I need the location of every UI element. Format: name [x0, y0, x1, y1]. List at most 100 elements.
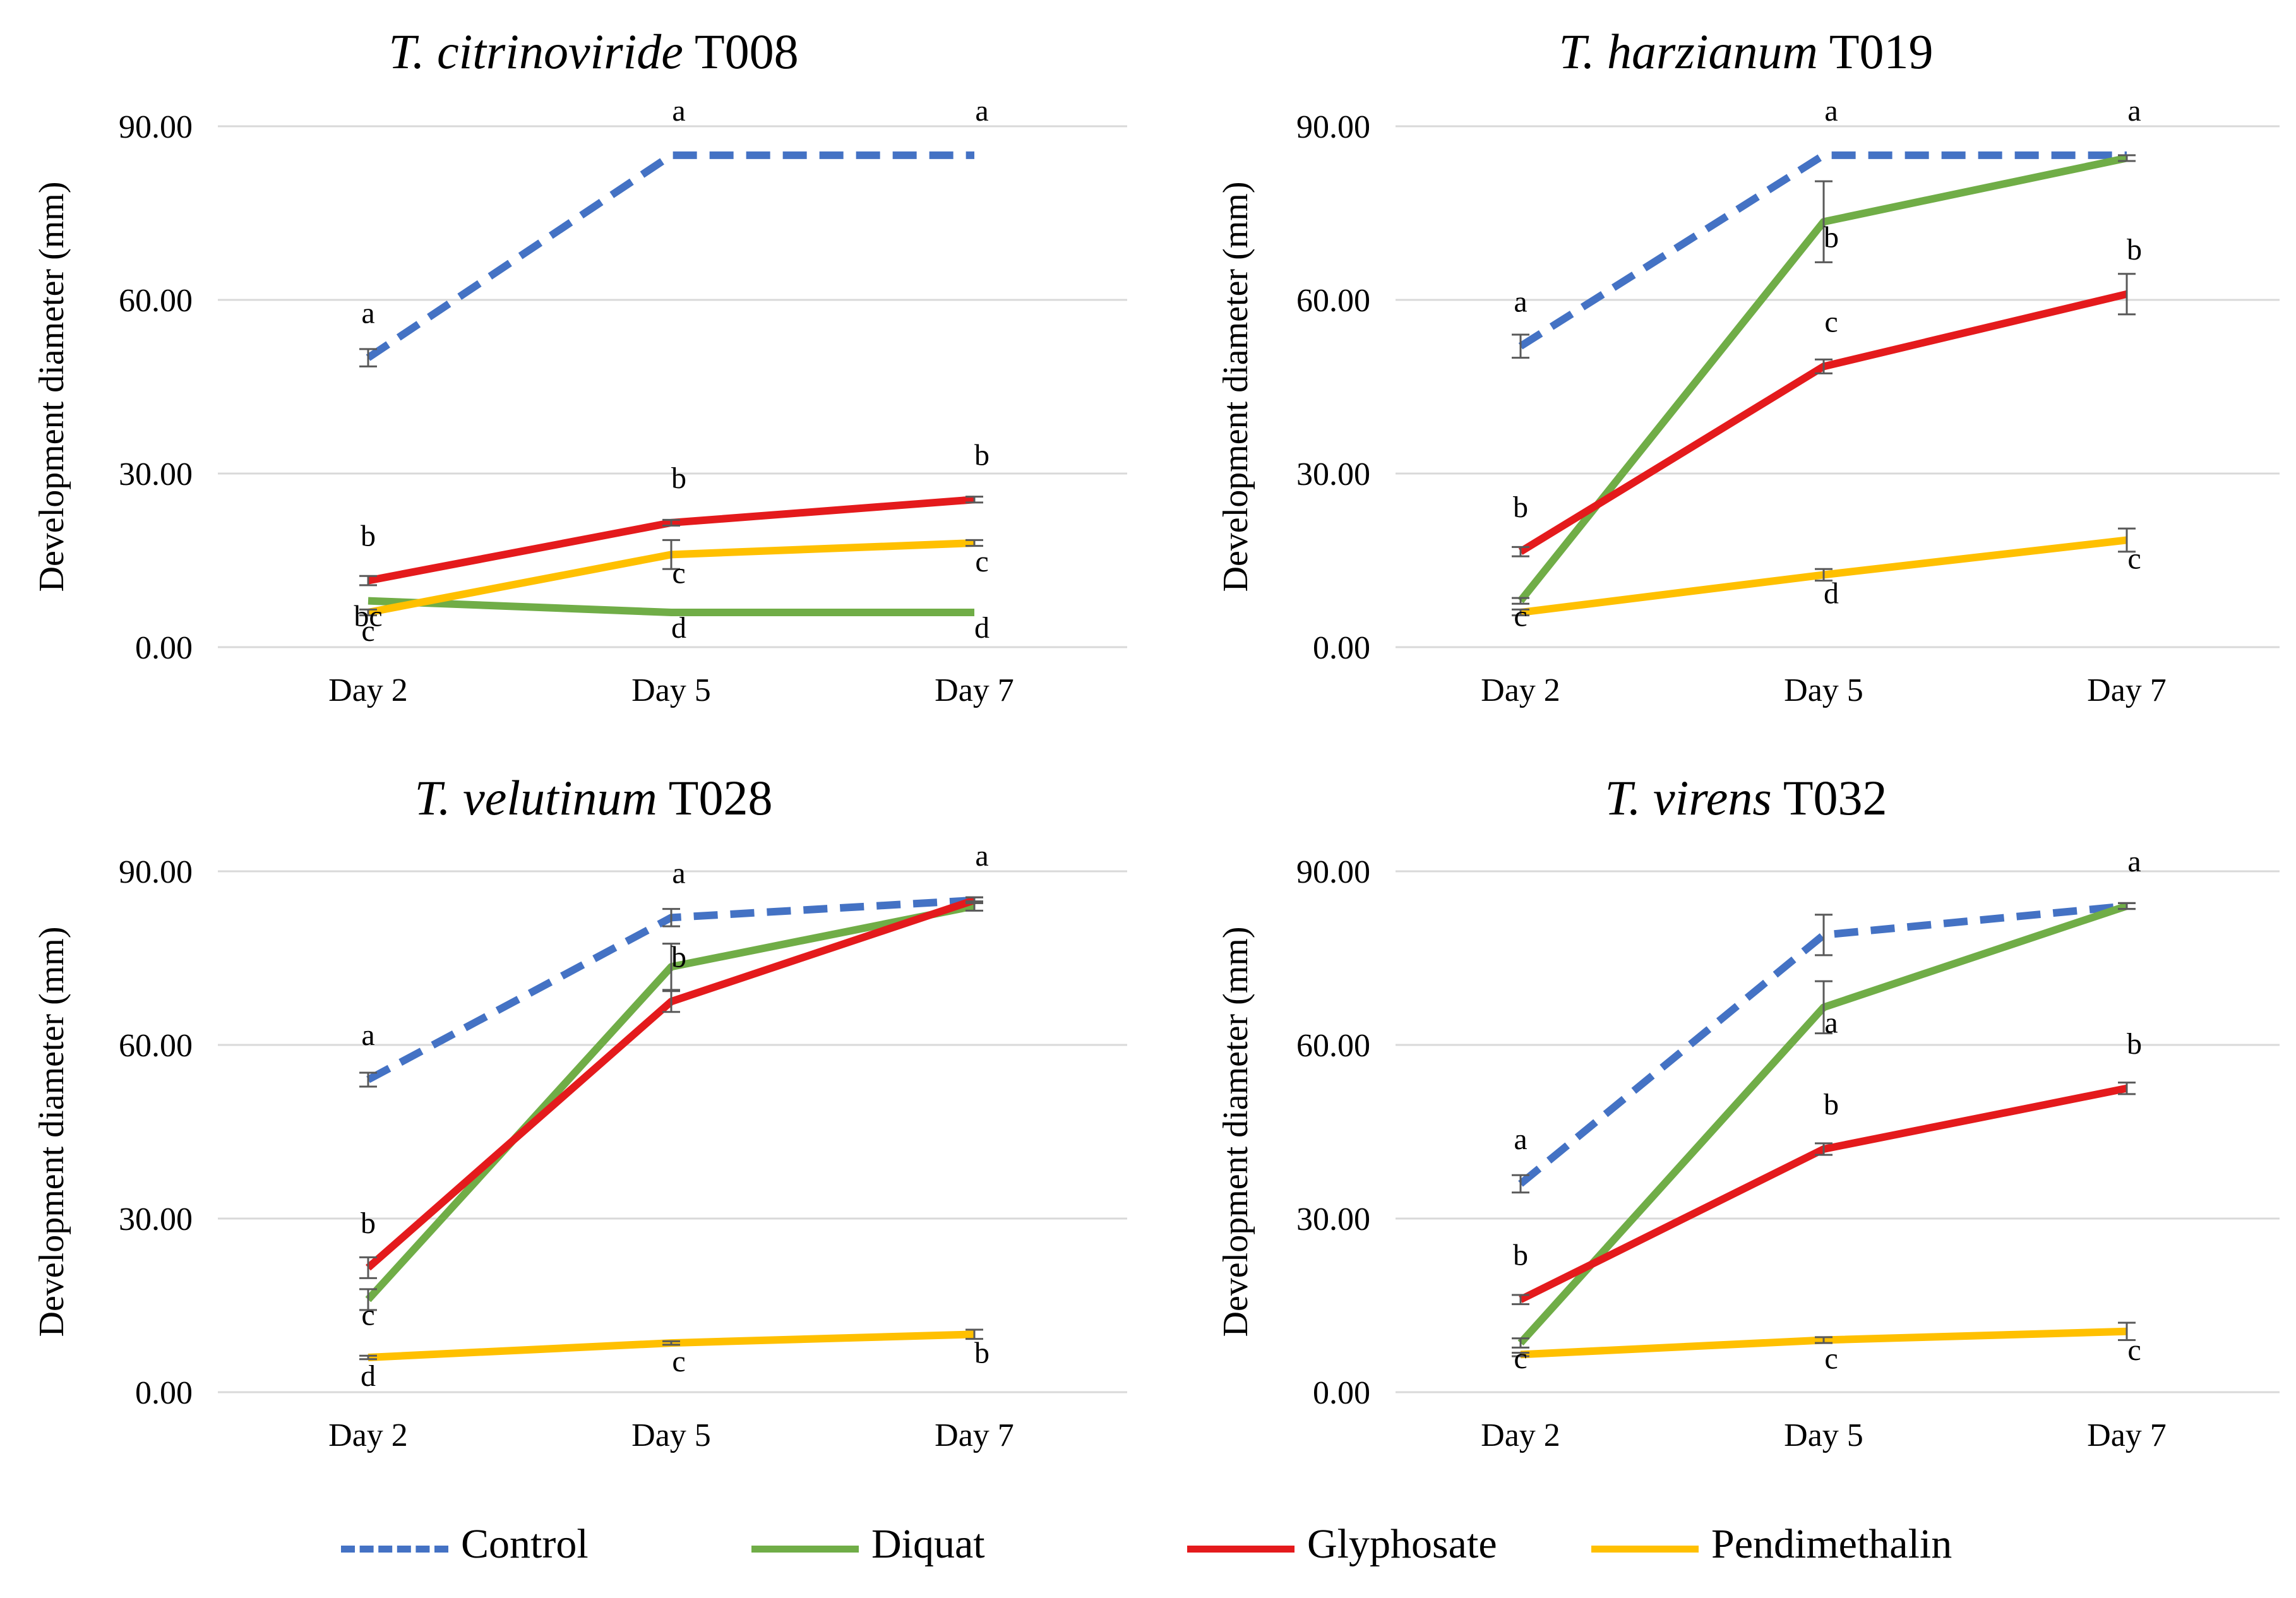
error-bar-control: [1512, 333, 1529, 359]
x-tick-label: Day 7: [935, 1417, 1014, 1453]
y-tick-label: 30.00: [1296, 1201, 1370, 1237]
chart-title-strain: T028: [657, 770, 773, 825]
legend-label-glyphosate: Glyphosate: [1307, 1521, 1497, 1567]
legend-label-control: Control: [461, 1521, 589, 1567]
error-bar-pendimethalin: [2118, 527, 2136, 553]
chart-title-species: T. velutinum: [415, 770, 657, 825]
error-bar-diquat: [2118, 902, 2136, 910]
significance-label: a: [672, 94, 685, 128]
error-bar-control: [1815, 914, 1833, 957]
significance-label: c: [2127, 542, 2141, 575]
significance-label: c: [1824, 1342, 1838, 1376]
significance-label: a: [1824, 1006, 1838, 1039]
error-bar-diquat: [1815, 980, 1833, 1035]
y-tick-label: 0.00: [135, 1375, 193, 1411]
significance-label: a: [1824, 94, 1838, 128]
x-tick-label: Day 5: [631, 1417, 711, 1453]
significance-label: b: [974, 1336, 990, 1369]
error-bar-diquat: [1815, 180, 1833, 263]
y-tick-label: 60.00: [119, 283, 193, 319]
legend-swatch-pendimethalin: [1591, 1546, 1699, 1553]
significance-label: a: [1514, 285, 1527, 318]
x-tick-label: Day 5: [1784, 672, 1863, 708]
significance-label: a: [672, 856, 685, 890]
y-axis-label: Development diameter (mm): [32, 182, 71, 592]
legend-swatch-diquat: [751, 1546, 859, 1553]
error-bar-pendimethalin: [662, 539, 680, 570]
x-tick-label: Day 7: [935, 672, 1014, 708]
chart-title-strain: T008: [683, 24, 799, 79]
x-tick-label: Day 7: [2087, 672, 2167, 708]
significance-label: d: [974, 611, 990, 645]
y-axis-label: Development diameter (mm): [1216, 927, 1255, 1337]
y-tick-label: 90.00: [119, 109, 193, 145]
series-line-pendimethalin: [368, 1330, 975, 1361]
significance-label: a: [1514, 1123, 1527, 1156]
x-tick-label: Day 7: [2087, 1417, 2167, 1453]
chart-title-strain: T019: [1818, 24, 1934, 79]
error-bar-diquat: [2118, 154, 2136, 162]
significance-label: b: [671, 462, 686, 495]
chart-title: T. harzianum T019: [1558, 24, 1933, 79]
significance-label: b: [671, 940, 686, 974]
significance-label: d: [1824, 576, 1839, 610]
significance-label: c: [975, 545, 988, 578]
error-bar-control: [1512, 1174, 1529, 1194]
error-bar-pendimethalin: [966, 539, 983, 547]
error-bar-glyphosate: [2118, 1082, 2136, 1095]
significance-label: c: [361, 1298, 374, 1332]
significance-label: c: [1514, 1342, 1527, 1375]
error-bar-diquat: [359, 1288, 377, 1311]
error-bar-diquat: [1512, 1337, 1529, 1349]
significance-label: a: [2127, 845, 2141, 878]
error-bar-control: [359, 1071, 377, 1088]
chart-title: T. virens T032: [1605, 770, 1887, 825]
y-axis-label: Development diameter (mm): [1216, 182, 1255, 592]
y-tick-label: 60.00: [119, 1028, 193, 1064]
error-bar-pendimethalin: [1815, 568, 1833, 582]
significance-label: b: [1513, 491, 1528, 524]
y-tick-label: 30.00: [119, 1201, 193, 1237]
significance-label: b: [1824, 220, 1839, 254]
y-tick-label: 60.00: [1296, 1028, 1370, 1064]
significance-label: c: [1824, 305, 1838, 338]
y-tick-label: 0.00: [1313, 1375, 1370, 1411]
error-bar-glyphosate: [359, 575, 377, 587]
legend: Control Diquat Glyphosate Pendimethalin: [0, 1509, 2296, 1585]
y-tick-label: 0.00: [135, 630, 193, 666]
chart-title-species: T. harzianum: [1558, 24, 1817, 79]
y-tick-label: 90.00: [1296, 109, 1370, 145]
chart-title-strain: T032: [1772, 770, 1887, 825]
significance-label: a: [361, 297, 374, 330]
error-bar-glyphosate: [966, 496, 983, 504]
significance-label: b: [361, 520, 376, 553]
series-line-control: [366, 151, 974, 361]
chart-panel-3: T. velutinum T028 Development diameter (m…: [32, 770, 1127, 1453]
significance-label: b: [361, 1207, 376, 1240]
chart-title-species: T. virens: [1605, 770, 1771, 825]
y-tick-label: 0.00: [1313, 630, 1370, 666]
x-tick-label: Day 2: [328, 1417, 408, 1453]
legend-swatch-glyphosate: [1187, 1546, 1294, 1553]
chart-title-species: T. citrinoviride: [388, 24, 683, 79]
significance-label: c: [361, 614, 374, 648]
x-tick-label: Day 5: [1784, 1417, 1863, 1453]
error-bar-glyphosate: [359, 1256, 377, 1279]
significance-label: b: [1824, 1088, 1839, 1121]
significance-label: b: [1513, 1238, 1528, 1272]
significance-label: b: [2127, 1027, 2142, 1061]
chart-title: T. velutinum T028: [415, 770, 773, 825]
error-bar-glyphosate: [966, 896, 983, 904]
y-tick-label: 90.00: [1296, 854, 1370, 890]
error-bar-glyphosate: [1512, 1294, 1529, 1306]
significance-label: a: [2127, 94, 2141, 128]
y-tick-label: 60.00: [1296, 283, 1370, 319]
y-tick-label: 30.00: [119, 456, 193, 492]
significance-label: d: [671, 611, 686, 645]
chart-panel-1: T. citrinoviride T008 Development diamete…: [32, 24, 1127, 708]
error-bar-diquat: [1512, 597, 1529, 605]
error-bar-pendimethalin: [359, 608, 377, 617]
significance-label: b: [2127, 233, 2142, 266]
error-bar-glyphosate: [2118, 273, 2136, 316]
